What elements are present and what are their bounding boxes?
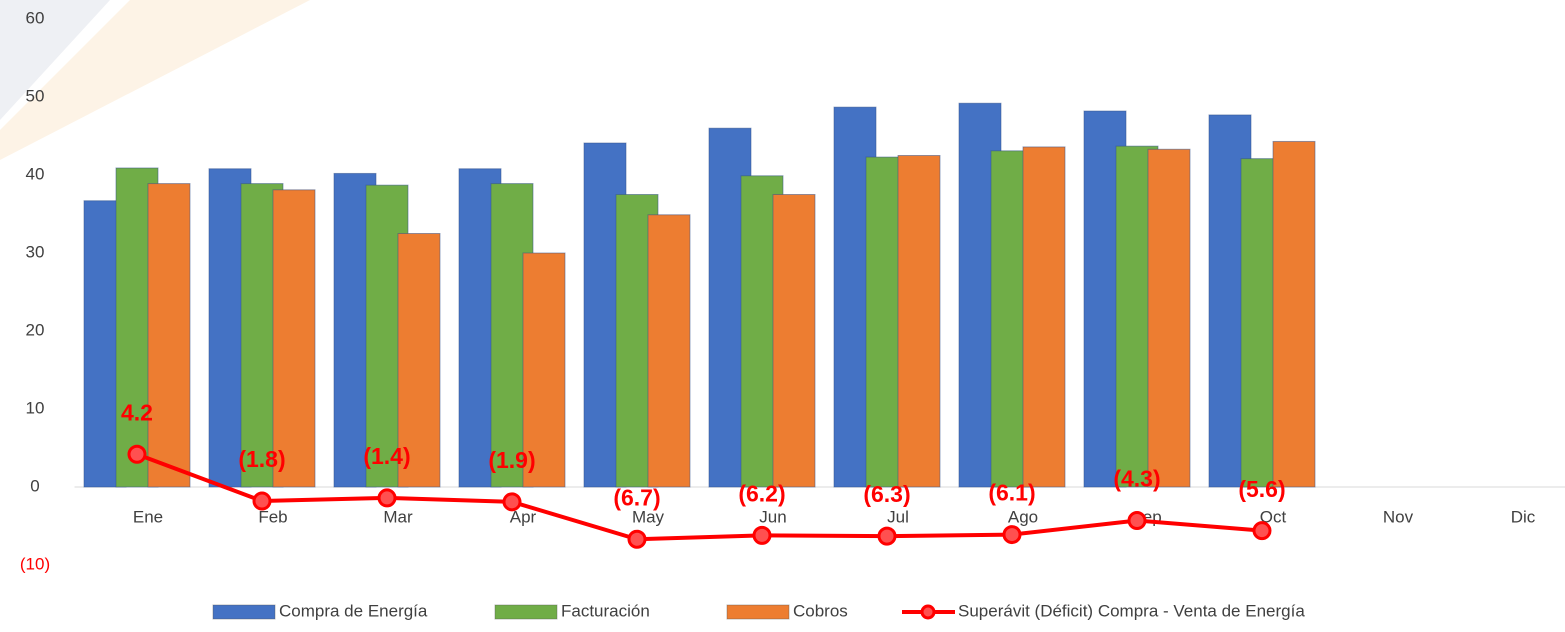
y-tick-label: 40 [26,164,45,183]
bar [1022,146,1066,488]
data-label: (6.1) [988,480,1035,506]
x-tick-label: Ene [133,507,163,526]
data-label: (4.3) [1113,466,1160,492]
line-marker [252,491,272,511]
data-label: (1.8) [238,446,285,472]
data-label: (5.6) [1238,476,1285,502]
y-tick-label: 60 [26,8,45,27]
x-tick-label: Jun [759,507,786,526]
x-tick-label: Nov [1383,507,1414,526]
data-label: (6.7) [613,484,660,510]
x-tick-label: Apr [510,507,537,526]
legend-swatch [494,604,558,620]
data-label: (1.4) [363,443,410,469]
bar [272,189,316,488]
bar [1272,140,1316,488]
line-marker [1002,525,1022,545]
decoration [0,0,110,120]
x-tick-label: Ago [1008,507,1038,526]
y-tick-label: 30 [26,242,45,261]
line-marker [502,492,522,512]
bar [397,233,441,488]
line-marker [752,525,772,545]
legend-label: Facturación [561,601,650,620]
x-tick-label: Dic [1511,507,1536,526]
line-marker [377,488,397,508]
decoration [0,0,310,160]
y-tick-label: 10 [26,398,45,417]
legend-swatch [212,604,276,620]
x-tick-label: Oct [1260,507,1287,526]
line-marker [877,526,897,546]
x-tick-label: Jul [887,507,909,526]
line [136,452,1263,542]
legend-swatch [920,604,936,620]
bar [647,214,691,488]
data-label: (6.3) [863,481,910,507]
line-marker [627,529,647,549]
data-label: (1.9) [488,447,535,473]
bar [897,155,941,488]
legend-label: Cobros [793,601,848,620]
bar [772,194,816,488]
legend-label: Superávit (Déficit) Compra - Venta de En… [958,601,1305,620]
y-tick-label: 20 [26,320,45,339]
x-tick-label: Mar [383,507,413,526]
legend-label: Compra de Energía [279,601,428,620]
line-marker [1252,521,1272,541]
data-label: 4.2 [121,399,153,425]
bar [147,183,191,488]
y-tick-label: (10) [20,554,50,573]
y-tick-label: 50 [26,86,45,105]
line-marker [1127,511,1147,531]
data-label: (6.2) [738,480,785,506]
line-marker [127,444,147,464]
x-tick-label: Feb [258,507,287,526]
x-tick-label: May [632,507,665,526]
bar [1147,148,1191,488]
bar [522,252,566,488]
y-tick-label: 0 [30,476,39,495]
legend-swatch [726,604,790,620]
